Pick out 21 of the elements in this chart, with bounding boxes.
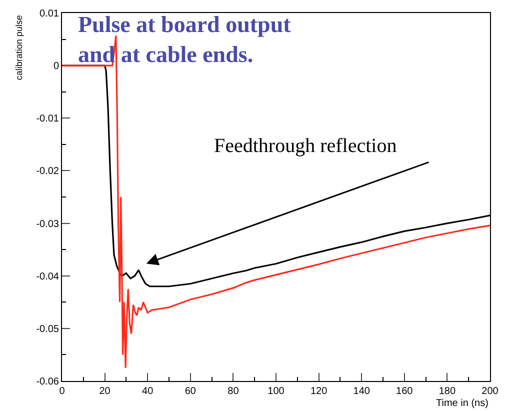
y-tick-label: 0.01 — [40, 8, 60, 20]
y-tick-label: -0.02 — [36, 166, 60, 178]
y-tick-label: -0.03 — [36, 218, 60, 230]
x-tick-label: 40 — [142, 386, 154, 397]
x-axis-title: Time in (ns) — [436, 398, 488, 409]
y-axis-title: calibration pulse — [14, 15, 24, 80]
x-tick-label: 140 — [353, 386, 370, 397]
y-tick-label: -0.01 — [36, 114, 60, 125]
y-tick-label: -0.06 — [36, 376, 60, 388]
annotation: Feedthrough reflection — [214, 135, 397, 157]
x-tick-label: 120 — [310, 386, 328, 397]
x-tick-label: 160 — [396, 386, 414, 397]
x-tick-label: 80 — [228, 386, 240, 397]
y-tick-label: -0.05 — [36, 324, 60, 335]
y-tick-label: -0.04 — [36, 271, 60, 282]
x-tick-label: 100 — [268, 386, 285, 397]
x-tick-label: 20 — [99, 386, 111, 397]
x-tick-label: 60 — [184, 386, 196, 397]
x-tick-label: 200 — [482, 386, 499, 397]
y-tick-label: 0 — [53, 61, 60, 72]
x-tick-label: 180 — [438, 386, 456, 397]
